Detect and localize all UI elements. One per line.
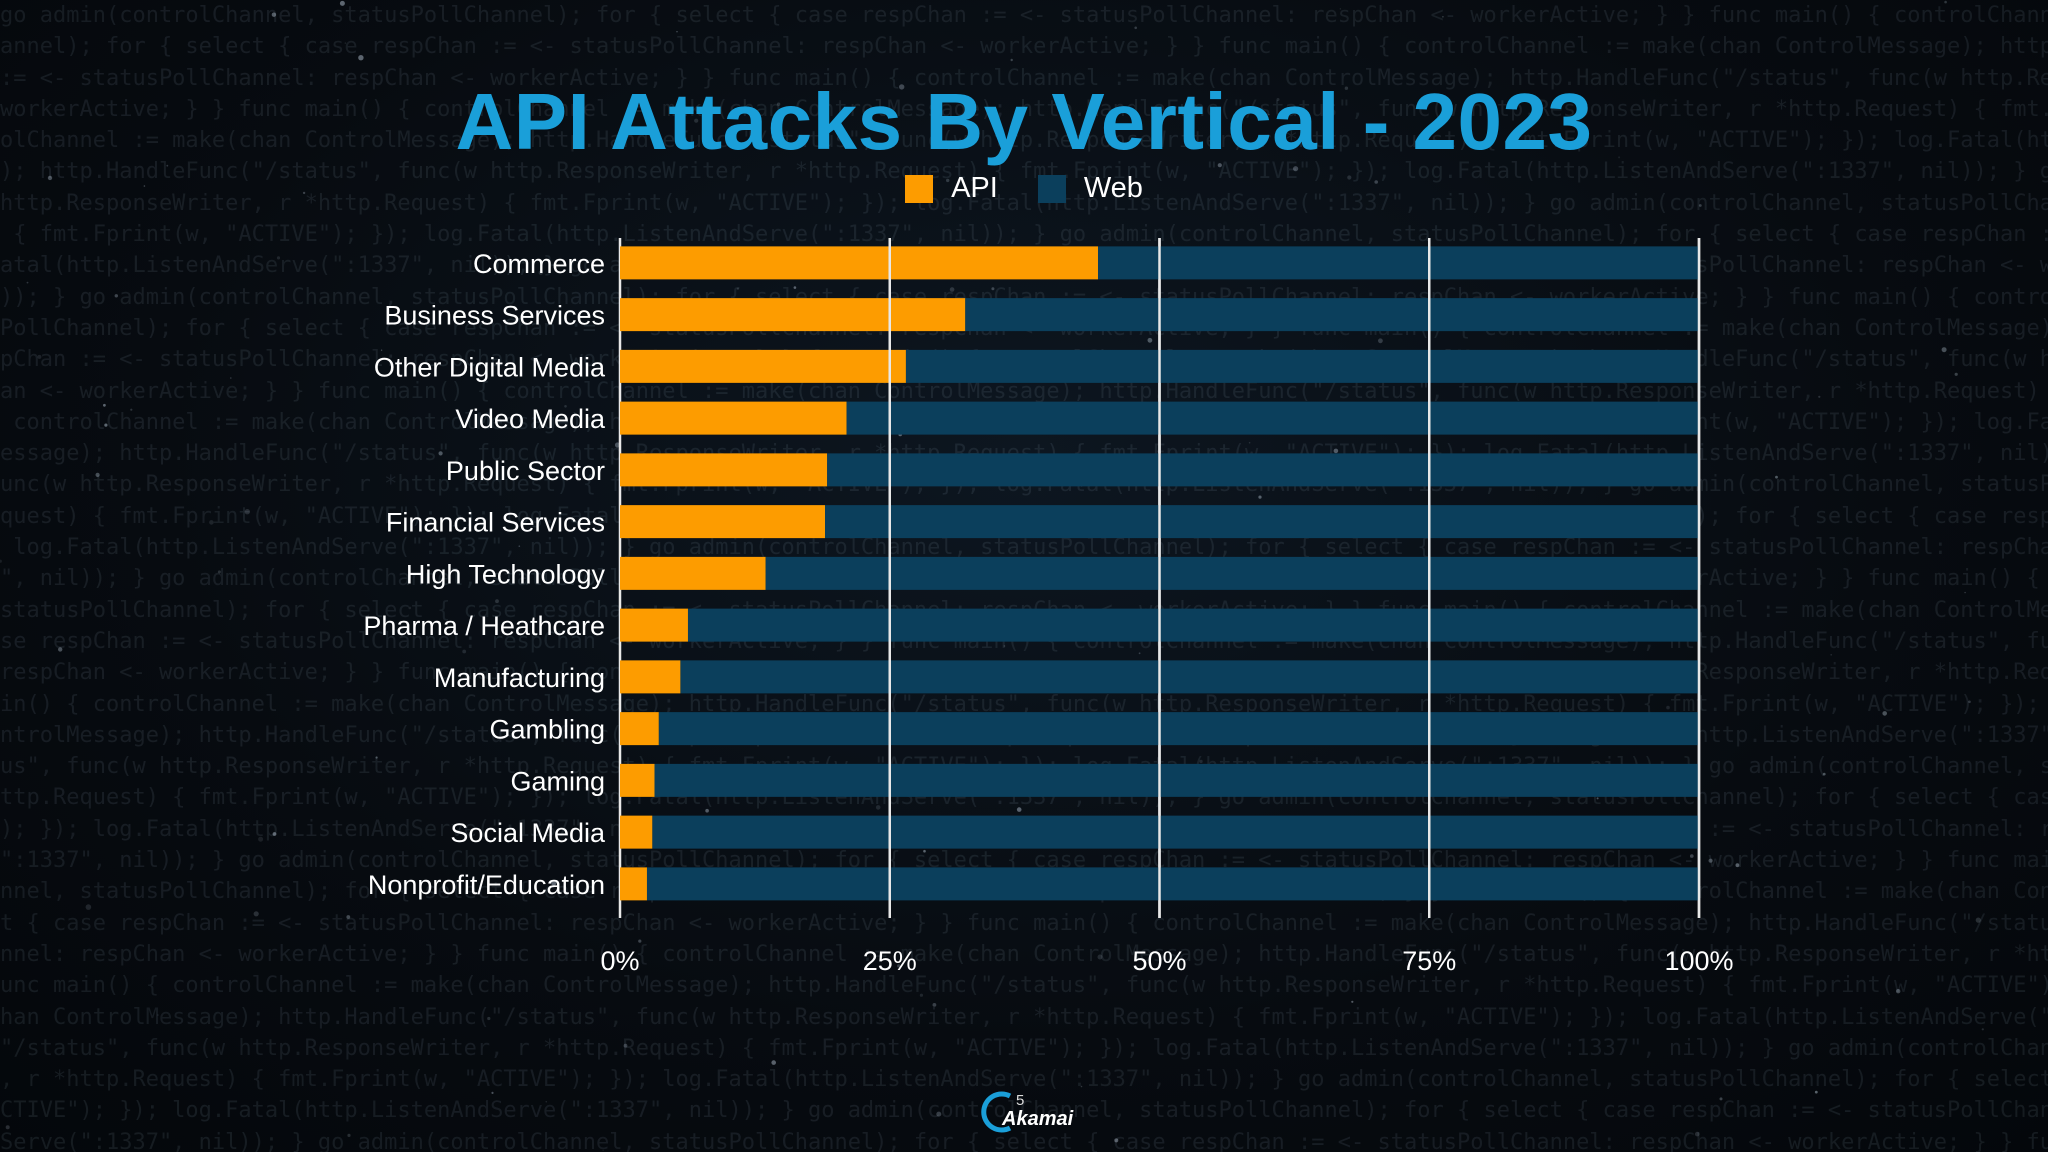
bar-api-7 [620, 608, 688, 642]
bar-web-3 [846, 401, 1699, 435]
bar-api-6 [620, 556, 766, 590]
bar-api-5 [620, 505, 826, 539]
bar-api-0 [620, 246, 1098, 280]
category-label: Gambling [489, 715, 605, 745]
bar-api-1 [620, 298, 966, 332]
bar-api-3 [620, 401, 847, 435]
category-label: Commerce [473, 249, 605, 279]
bar-web-4 [827, 453, 1699, 487]
x-tick-label: 75% [1402, 946, 1456, 976]
bar-api-8 [620, 660, 681, 694]
category-label: Manufacturing [434, 663, 605, 693]
akamai-wave-icon [981, 1091, 1012, 1133]
akamai-logo: 5 Akamai [980, 1090, 1080, 1138]
bar-web-2 [905, 349, 1699, 383]
bar-web-5 [825, 505, 1699, 539]
bar-web-9 [658, 712, 1699, 746]
bar-web-11 [652, 815, 1699, 849]
legend-item-web: Web [1037, 172, 1143, 205]
category-label: Business Services [384, 301, 605, 331]
category-label: Pharma / Heathcare [363, 611, 605, 641]
bar-web-1 [965, 298, 1699, 332]
bar-web-12 [646, 867, 1699, 901]
bar-web-8 [680, 660, 1699, 694]
category-label: Social Media [450, 818, 606, 848]
chart-legend: API Web [0, 172, 2048, 205]
legend-swatch-web [1037, 174, 1066, 203]
legend-label-web: Web [1083, 172, 1143, 204]
category-label: Public Sector [446, 456, 605, 486]
bar-api-2 [620, 349, 906, 383]
bar-web-7 [687, 608, 1699, 642]
bar-api-9 [620, 712, 659, 746]
logo-number: 5 [1016, 1092, 1025, 1109]
category-label: Nonprofit/Education [368, 870, 605, 900]
bar-api-4 [620, 453, 828, 487]
category-label: High Technology [406, 559, 606, 589]
bar-api-12 [620, 867, 647, 901]
logo-text: Akamai [1002, 1108, 1074, 1130]
legend-label-api: API [951, 172, 998, 204]
x-tick-label: 100% [1664, 946, 1733, 976]
category-label: Gaming [510, 766, 605, 796]
category-label: Video Media [455, 404, 606, 434]
bar-api-11 [620, 815, 653, 849]
legend-swatch-api [905, 174, 934, 203]
legend-item-api: API [905, 172, 998, 205]
x-tick-label: 25% [863, 946, 917, 976]
bar-web-10 [654, 763, 1699, 797]
bar-api-10 [620, 763, 655, 797]
bar-web-6 [765, 556, 1699, 590]
category-label: Financial Services [386, 508, 605, 538]
category-label: Other Digital Media [374, 352, 606, 382]
x-tick-label: 50% [1132, 946, 1186, 976]
x-tick-label: 0% [600, 946, 639, 976]
chart-title: API Attacks By Vertical - 2023 [455, 77, 1593, 166]
bar-web-0 [1097, 246, 1699, 280]
